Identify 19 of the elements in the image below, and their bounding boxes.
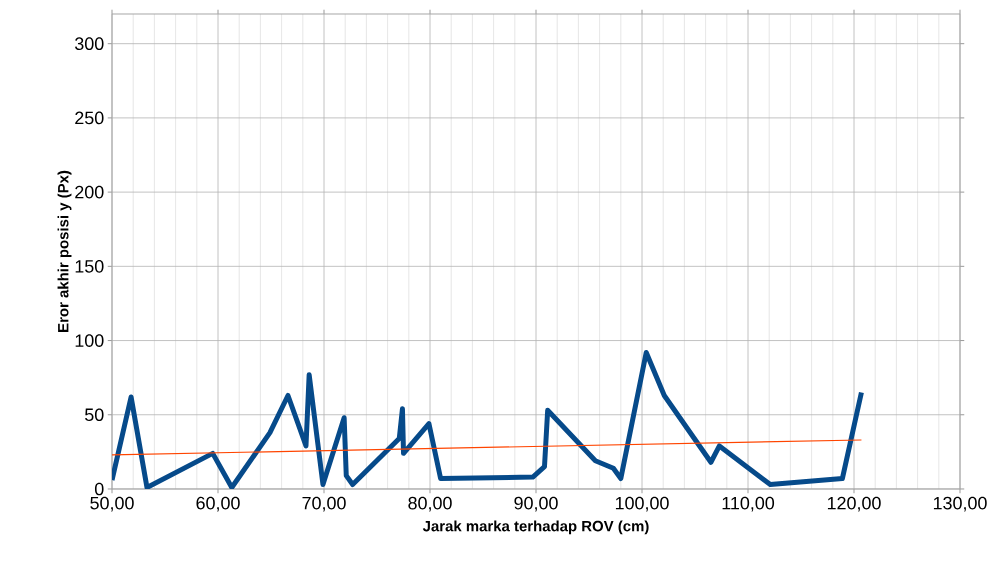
x-tick-label: 50,00 — [90, 496, 134, 512]
x-tick-label: 90,00 — [514, 496, 558, 512]
y-tick-label: 50 — [85, 408, 104, 422]
x-tick-label: 70,00 — [302, 496, 346, 512]
x-axis-title: Jarak marka terhadap ROV (cm) — [422, 520, 649, 535]
y-tick-label: 300 — [75, 37, 104, 51]
x-tick-label: 110,00 — [722, 496, 775, 512]
x-tick-label: 80,00 — [408, 496, 452, 512]
y-tick-label: 200 — [75, 185, 104, 199]
line-series — [112, 349, 864, 489]
x-tick-label: 60,00 — [196, 496, 240, 512]
y-tick-label: 0 — [94, 482, 104, 496]
y-tick-label: 150 — [75, 259, 104, 273]
y-tick-label: 100 — [75, 334, 104, 347]
x-tick-label: 130,00 — [933, 496, 987, 512]
y-tick-label: 250 — [75, 111, 104, 125]
x-tick-label: 100,00 — [615, 496, 669, 512]
x-tick-label: 120,00 — [827, 496, 881, 512]
y-axis-title: Eror akhir posisi y (Px) — [57, 170, 72, 332]
